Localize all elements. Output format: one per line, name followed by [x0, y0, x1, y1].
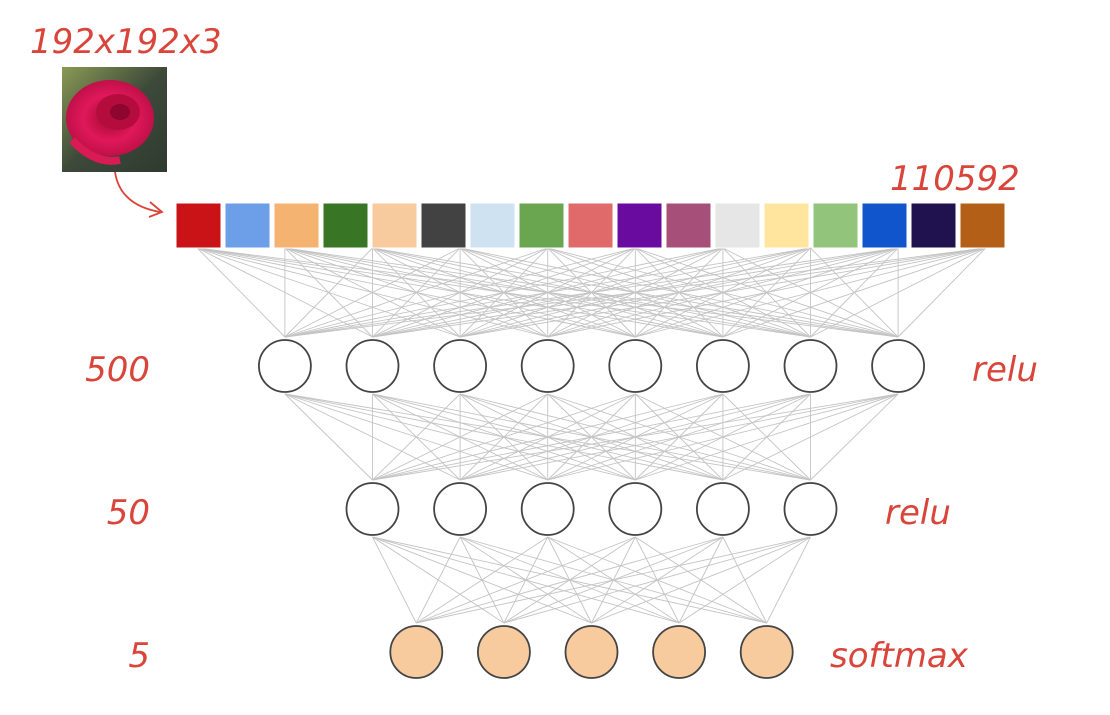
connection-edge — [196, 247, 286, 338]
layer-3-node — [564, 625, 619, 679]
layer-2-node — [696, 482, 750, 536]
vector-cell — [665, 202, 712, 249]
connection-edge — [372, 393, 636, 481]
connection-edge — [372, 247, 986, 338]
vector-cell — [273, 202, 320, 249]
connection-edge — [722, 247, 986, 338]
layer-2-node — [608, 482, 663, 536]
layer-nodes — [257, 339, 925, 679]
layer-1-node — [345, 339, 400, 393]
connection-edge — [547, 393, 899, 481]
layer-1-node — [696, 339, 750, 393]
connection-edge — [372, 393, 724, 481]
connections — [196, 247, 987, 624]
connection-edge — [678, 536, 811, 624]
layer-2-node — [345, 482, 400, 536]
connection-edge — [635, 393, 899, 481]
connection-edge — [284, 247, 461, 338]
vector-cell — [763, 202, 810, 249]
connection-edge — [416, 536, 636, 624]
layer-1-node — [257, 339, 312, 393]
vector-size-label: 110592 — [890, 159, 1020, 199]
connection-edge — [460, 247, 986, 338]
vector-cell — [322, 202, 369, 249]
layer-3-node — [389, 625, 444, 679]
vector-cell — [959, 202, 1006, 249]
connection-edge — [635, 247, 986, 338]
vector-cell — [861, 202, 908, 249]
connection-edge — [460, 393, 899, 481]
connection-edge — [284, 247, 723, 338]
connection-edge — [722, 393, 899, 481]
connection-edge — [416, 536, 548, 624]
vector-cell — [910, 202, 957, 249]
vector-cell — [812, 202, 859, 249]
layer-3-node — [652, 625, 706, 679]
vector-cell — [469, 202, 516, 249]
layer-2-activation-label: relu — [885, 493, 951, 533]
layer-3-node — [476, 625, 531, 679]
layer-2-size-label: 50 — [107, 493, 150, 533]
vector-cell — [518, 202, 565, 249]
connection-edge — [415, 536, 461, 624]
connection-edge — [284, 247, 899, 338]
connection-edge — [547, 247, 986, 338]
vector-cell — [714, 202, 761, 249]
connection-edge — [372, 393, 899, 481]
image-size-label: 192x192x3 — [30, 22, 222, 62]
layer-2-node — [433, 482, 488, 536]
layer-1-node — [608, 339, 663, 393]
layer-3-size-label: 5 — [128, 636, 150, 676]
connection-edge — [284, 247, 986, 338]
connection-edge — [766, 536, 811, 624]
layer-1-activation-label: relu — [972, 350, 1038, 390]
layer-1-node — [871, 339, 925, 393]
layer-1-node — [433, 339, 488, 393]
connection-edge — [897, 247, 987, 338]
connection-edge — [591, 536, 811, 624]
arrowhead-icon — [148, 201, 164, 218]
layer-1-size-label: 500 — [85, 350, 150, 390]
vector-cell — [616, 202, 663, 249]
connection-edge — [372, 536, 417, 624]
connection-edge — [284, 247, 811, 338]
layer-1-node — [783, 339, 838, 393]
layer-3-activation-label: softmax — [830, 636, 969, 676]
connection-edge — [372, 393, 548, 481]
connection-edge — [284, 247, 636, 338]
connection-edge — [810, 393, 899, 481]
arrow-icon — [114, 171, 161, 213]
connection-edge — [416, 536, 724, 624]
vector-cell — [420, 202, 467, 249]
connection-edge — [416, 536, 811, 624]
vector-cell — [371, 202, 418, 249]
layer-1-node — [520, 339, 575, 393]
vector-cell — [567, 202, 614, 249]
connection-edge — [284, 393, 373, 481]
connection-edge — [372, 393, 811, 481]
input-vector — [175, 202, 1006, 249]
vector-cell — [175, 202, 222, 249]
layer-2-node — [520, 482, 575, 536]
connection-edge — [810, 247, 986, 338]
input-image — [62, 67, 167, 172]
layer-2-node — [783, 482, 838, 536]
layer-3-node — [739, 625, 794, 679]
connection-edge — [284, 247, 548, 338]
connection-edge — [503, 536, 811, 624]
connection-edge — [372, 393, 461, 481]
connection-edge — [284, 247, 373, 338]
vector-cell — [224, 202, 271, 249]
